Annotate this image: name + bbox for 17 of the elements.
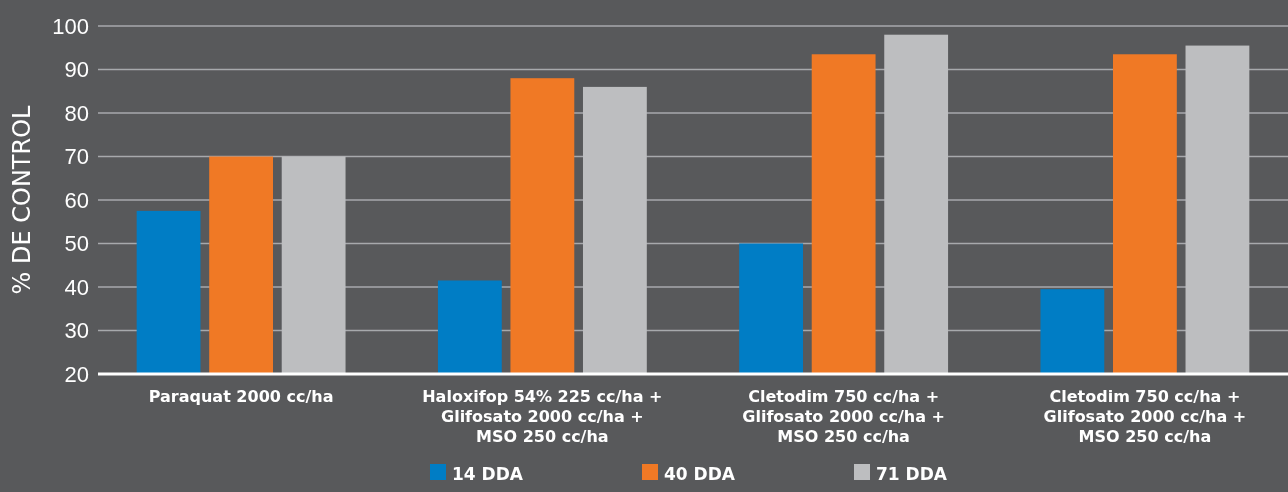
y-tick-label: 20 [64,361,89,387]
x-tick-label: Cletodim 750 cc/ha + Glifosato 2000 cc/ha + MSO 250 cc/ha [742,387,945,446]
y-tick-label: 90 [64,57,89,83]
y-tick-label: 60 [64,187,89,213]
legend-label: 40 DDA [664,464,736,484]
y-axis-title: % DE CONTROL [8,104,36,295]
legend-label: 14 DDA [452,464,524,484]
y-tick-label: 30 [64,318,89,344]
x-tick-label: Cletodim 750 cc/ha + Glifosato 2000 cc/ha + MSO 250 cc/ha [1043,387,1247,446]
y-tick-label: 40 [64,274,89,300]
x-tick-label: Haloxifop 54% 225 cc/ha + Glifosato 2000 cc/ha + MSO 250 cc/ha [422,387,663,446]
y-tick-label: 50 [64,231,89,257]
y-tick-label: 100 [52,13,89,39]
legend-label: 71 DDA [876,464,948,484]
y-tick-label: 80 [64,100,89,126]
y-tick-label: 70 [64,144,89,170]
x-tick-label: Paraquat 2000 cc/ha [148,387,334,406]
